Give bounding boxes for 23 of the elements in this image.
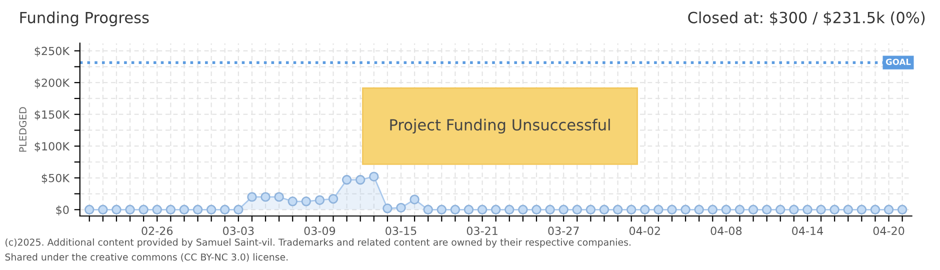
ref-line-label: GOAL <box>886 58 911 65</box>
x-tick-label: 02-26 <box>142 226 173 236</box>
text: (c)2025. Additional content provided by Samuel Saint-vil. Trademarks and related content are owned by their respective companies. <box>6 238 630 248</box>
y-tick-label: $150K <box>34 110 70 120</box>
x-tick-label: 04-02 <box>629 226 660 236</box>
chart-title: Funding Progress <box>20 12 149 26</box>
annotation: Project Funding Unsuccessful <box>390 118 610 134</box>
y-tick-label: $0 <box>56 205 69 216</box>
x-tick-label: 04-08 <box>710 226 742 236</box>
y-tick-label: $200K <box>34 78 70 88</box>
x-tick-label: 04-14 <box>792 226 823 236</box>
x-tick-label: 03-15 <box>386 226 416 236</box>
chart-subtitle: Closed at: $300 / $231.5k (0%) <box>688 12 925 26</box>
y-tick-label: $100K <box>34 142 70 152</box>
y-axis-title: PLEDGED <box>19 107 26 152</box>
x-tick-label: 03-21 <box>466 226 498 236</box>
x-tick-label: 03-03 <box>223 226 254 236</box>
x-tick-label: 04-20 <box>873 226 904 236</box>
x-tick-label: 03-27 <box>548 226 579 236</box>
x-tick-label: 03-09 <box>304 226 336 236</box>
text: Shared under the creative commons (CC BY-NC 3.0) license. <box>5 253 288 262</box>
y-tick-label: $250K <box>34 46 70 57</box>
y-tick-label: $50K <box>42 174 70 184</box>
